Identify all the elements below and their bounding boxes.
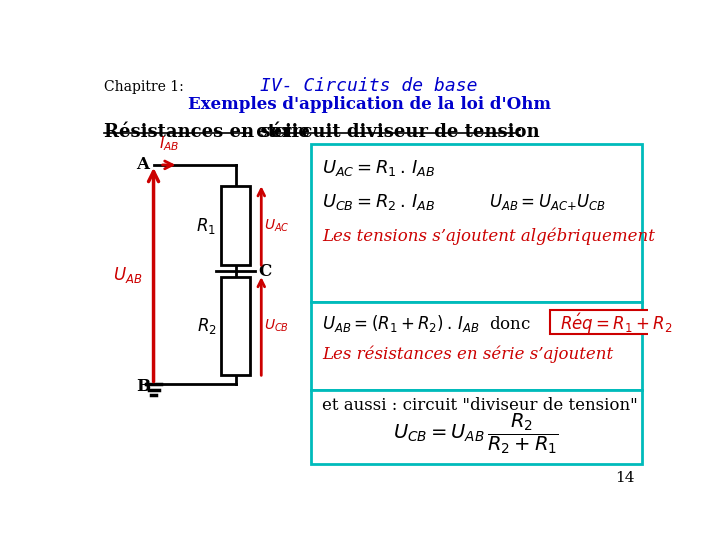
Text: $R_1$: $R_1$ [197,215,216,236]
Text: $U_{AB}$: $U_{AB}$ [112,265,142,285]
Text: $U_{AC} = R_1\,.\,I_{AB}$: $U_{AC} = R_1\,.\,I_{AB}$ [323,158,436,178]
Text: $I_{AB}$: $I_{AB}$ [159,134,179,153]
Text: $U_{AC}$: $U_{AC}$ [264,218,290,234]
Text: Chapitre 1:: Chapitre 1: [104,80,184,94]
Text: $U_{AB} = U_{AC{+}}U_{CB}$: $U_{AB} = U_{AC{+}}U_{CB}$ [489,192,606,212]
Text: $U_{CB} = U_{AB}\,\dfrac{R_2}{R_2+R_1}$: $U_{CB} = U_{AB}\,\dfrac{R_2}{R_2+R_1}$ [393,411,559,456]
Text: A: A [136,157,149,173]
Text: IV- Circuits de base: IV- Circuits de base [260,77,478,95]
Text: $R\acute{e}q = R_1 + R_2$: $R\acute{e}q = R_1 + R_2$ [560,311,672,336]
Text: :: : [516,123,522,140]
Text: $U_{CB}$: $U_{CB}$ [264,318,289,334]
Text: $R_2$: $R_2$ [197,316,216,336]
Text: $U_{AB} = (R_1 + R_2)\,.\,I_{AB}$  donc: $U_{AB} = (R_1 + R_2)\,.\,I_{AB}$ donc [323,313,531,334]
Bar [549,309,683,334]
Text: C: C [258,262,271,280]
FancyBboxPatch shape [311,390,642,464]
Text: circuit diviseur de tension: circuit diviseur de tension [274,123,539,140]
Text: B: B [136,378,150,395]
Text: Les résistances en série s’ajoutent: Les résistances en série s’ajoutent [323,345,613,362]
Text: $U_{CB} = R_2\,.\,I_{AB}$: $U_{CB} = R_2\,.\,I_{AB}$ [323,192,436,212]
FancyBboxPatch shape [311,302,642,390]
Text: Résistances en série: Résistances en série [104,123,310,140]
FancyBboxPatch shape [311,144,642,302]
Bar [221,186,251,265]
Text: Exemples d'application de la loi d'Ohm: Exemples d'application de la loi d'Ohm [187,96,551,113]
Text: et aussi : circuit "diviseur de tension": et aussi : circuit "diviseur de tension" [323,397,638,414]
Text: et: et [251,123,283,140]
Text: 14: 14 [615,471,634,485]
Bar [221,278,251,375]
Text: Les tensions s’ajoutent algébriquement: Les tensions s’ajoutent algébriquement [323,227,655,245]
